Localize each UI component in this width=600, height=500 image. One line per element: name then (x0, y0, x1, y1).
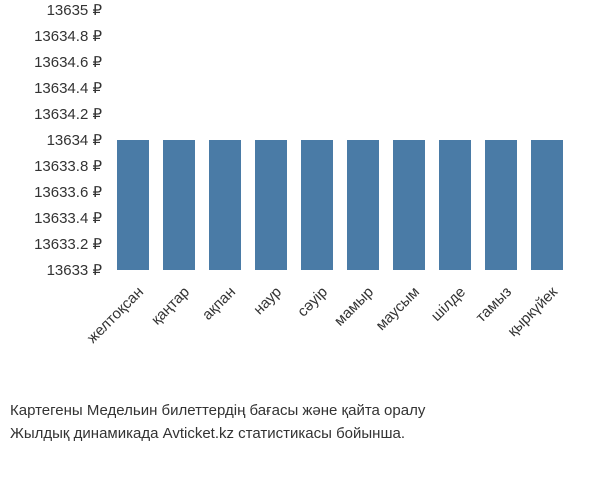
y-tick-label: 13634.8 ₽ (34, 27, 102, 45)
caption-line-2: Жылдық динамикада Avticket.kz статистика… (10, 423, 590, 446)
x-tick-label: ақпан (199, 283, 239, 323)
chart-caption: Картегены Медельин билеттердің бағасы жә… (10, 400, 590, 445)
x-axis: желтоқсанқаңтарақпаннаурсәуірмамырмаусым… (110, 275, 570, 395)
y-tick-label: 13634.2 ₽ (34, 105, 102, 123)
y-tick-label: 13634.6 ₽ (34, 53, 102, 71)
bar (485, 140, 517, 270)
bar (439, 140, 471, 270)
bar (347, 140, 379, 270)
y-tick-label: 13633 ₽ (47, 261, 102, 279)
bar (301, 140, 333, 270)
y-tick-label: 13634.4 ₽ (34, 79, 102, 97)
y-axis: 13635 ₽13634.8 ₽13634.6 ₽13634.4 ₽13634.… (0, 10, 110, 270)
y-tick-label: 13633.4 ₽ (34, 209, 102, 227)
y-tick-label: 13634 ₽ (47, 131, 102, 149)
x-tick-label: қыркүйек (504, 283, 561, 340)
caption-line-1: Картегены Медельин билеттердің бағасы жә… (10, 400, 590, 423)
y-tick-label: 13633.6 ₽ (34, 183, 102, 201)
bar (393, 140, 425, 270)
plot-area (110, 10, 570, 270)
x-tick-label: тамыз (473, 283, 515, 325)
y-tick-label: 13633.8 ₽ (34, 157, 102, 175)
chart-container: 13635 ₽ 13634.8 ₽ 13634.6 ₽ 13634.4 ₽ 13634.… (0, 0, 600, 500)
bar (117, 140, 149, 270)
y-tick-label: 13633.2 ₽ (34, 235, 102, 253)
x-tick-label: наур (250, 283, 285, 318)
bar (255, 140, 287, 270)
x-tick-label: желтоқсан (84, 283, 147, 346)
x-tick-label: маусым (373, 283, 424, 334)
x-tick-label: шілде (428, 283, 469, 324)
x-tick-label: мамыр (331, 283, 377, 329)
bar (531, 140, 563, 270)
x-tick-label: сәуір (294, 283, 331, 320)
x-tick-label: қаңтар (148, 283, 193, 328)
bar (209, 140, 241, 270)
bar (163, 140, 195, 270)
y-tick-label: 13635 ₽ (47, 1, 102, 19)
